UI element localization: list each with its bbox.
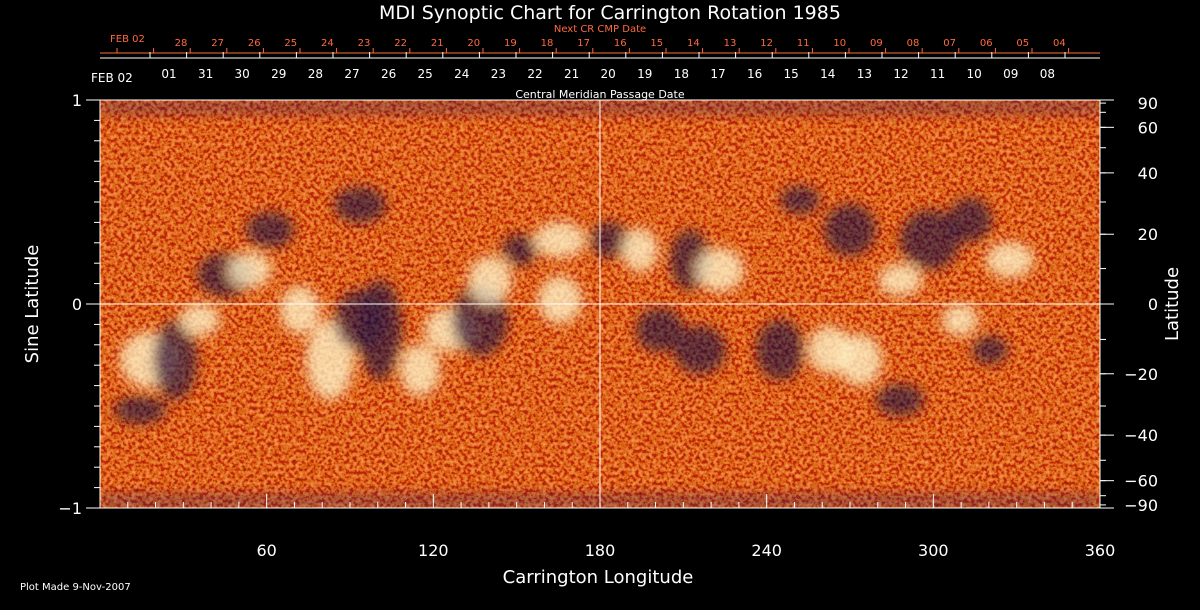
x-tick-label: 300 xyxy=(918,541,949,560)
chart-title: MDI Synoptic Chart for Carrington Rotati… xyxy=(379,2,841,24)
cmp-date-label: 31 xyxy=(198,67,213,81)
cmp-date-label: 12 xyxy=(893,67,908,81)
x-tick-label: 60 xyxy=(256,541,276,560)
cmp-axis-title: Central Meridian Passage Date xyxy=(515,88,684,101)
cmp-axis-start: FEB 02 xyxy=(91,71,133,85)
plot-made-note: Plot Made 9-Nov-2007 xyxy=(20,582,131,593)
cmp-date-label: 13 xyxy=(857,67,872,81)
next-date-label: 11 xyxy=(797,38,810,49)
next-date-label: 04 xyxy=(1053,38,1066,49)
bottom-axis: 60 120 180 240 300 360 xyxy=(127,494,1116,560)
cmp-date-label: 18 xyxy=(674,67,689,81)
next-cr-axis: Next CR CMP Date FEB 02 28 27 26 25 24 23 22 21… xyxy=(100,24,1100,54)
y2-tick-label: −90 xyxy=(1124,496,1158,515)
y-tick-label: 1 xyxy=(72,91,82,110)
x-tick-label: 360 xyxy=(1085,541,1116,560)
cmp-date-label: 29 xyxy=(271,67,286,81)
y-tick-label: 0 xyxy=(72,295,82,314)
next-date-label: 24 xyxy=(321,38,334,49)
y2-axis-label: Latitude xyxy=(1162,267,1183,341)
next-date-label: 15 xyxy=(650,38,663,49)
left-axis: 1 0 −1 xyxy=(58,91,100,518)
x-axis-label: Carrington Longitude xyxy=(503,567,694,588)
y2-tick-label: 40 xyxy=(1138,164,1158,183)
next-axis-title: Next CR CMP Date xyxy=(554,24,646,35)
cmp-date-label: 26 xyxy=(381,67,396,81)
next-date-label: 05 xyxy=(1016,38,1029,49)
cmp-date-label: 24 xyxy=(454,67,469,81)
next-date-label: 23 xyxy=(358,38,371,49)
cmp-date-label: 14 xyxy=(820,67,835,81)
y2-tick-label: 0 xyxy=(1148,295,1158,314)
next-axis-start: FEB 02 xyxy=(110,34,145,45)
next-date-label: 09 xyxy=(870,38,883,49)
cmp-date-label: 08 xyxy=(1040,67,1055,81)
cmp-date-label: 01 xyxy=(161,67,176,81)
next-date-label: 22 xyxy=(394,38,407,49)
cmp-date-label: 21 xyxy=(564,67,579,81)
next-date-label: 16 xyxy=(614,38,627,49)
cmp-date-label: 28 xyxy=(308,67,323,81)
next-date-label: 13 xyxy=(724,38,737,49)
next-date-label: 21 xyxy=(431,38,444,49)
cmp-date-label: 16 xyxy=(747,67,762,81)
next-date-label: 12 xyxy=(760,38,773,49)
cmp-date-label: 17 xyxy=(710,67,725,81)
cmp-date-label: 15 xyxy=(784,67,799,81)
next-date-label: 27 xyxy=(211,38,224,49)
next-date-label: 20 xyxy=(467,38,480,49)
cmp-date-label: 22 xyxy=(527,67,542,81)
next-date-label: 26 xyxy=(248,38,261,49)
next-date-label: 06 xyxy=(980,38,993,49)
next-date-label: 19 xyxy=(504,38,517,49)
cmp-date-label: 09 xyxy=(1003,67,1018,81)
y2-tick-label: −20 xyxy=(1124,365,1158,384)
cmp-date-label: 10 xyxy=(967,67,982,81)
y2-tick-label: 90 xyxy=(1138,94,1158,113)
x-tick-label: 240 xyxy=(751,541,782,560)
next-date-label: 10 xyxy=(833,38,846,49)
cmp-date-label: 11 xyxy=(930,67,945,81)
x-tick-label: 120 xyxy=(418,541,449,560)
y2-tick-label: 60 xyxy=(1138,118,1158,137)
cmp-date-label: 20 xyxy=(601,67,616,81)
cmp-date-label: 30 xyxy=(235,67,250,81)
next-date-label: 14 xyxy=(687,38,700,49)
cmp-date-axis: FEB 02 01 31 30 29 28 27 26 25 24 23 22 21 20 19 18 17 1… xyxy=(91,52,1100,101)
cmp-date-label: 19 xyxy=(637,67,652,81)
next-date-label: 08 xyxy=(907,38,920,49)
next-date-label: 18 xyxy=(541,38,554,49)
next-date-label: 28 xyxy=(175,38,188,49)
cmp-date-label: 27 xyxy=(344,67,359,81)
next-date-label: 07 xyxy=(943,38,956,49)
y-axis-label: Sine Latitude xyxy=(22,245,43,364)
y2-tick-label: 20 xyxy=(1138,225,1158,244)
y2-tick-label: −60 xyxy=(1124,472,1158,491)
right-axis: 90 60 40 20 0 −20 −40 −60 −90 xyxy=(1100,94,1158,515)
next-date-label: 25 xyxy=(284,38,297,49)
cmp-date-label: 25 xyxy=(418,67,433,81)
x-tick-label: 180 xyxy=(585,541,616,560)
y2-tick-label: −40 xyxy=(1124,426,1158,445)
next-date-label: 17 xyxy=(577,38,590,49)
cmp-date-label: 23 xyxy=(491,67,506,81)
y-tick-label: −1 xyxy=(58,499,82,518)
